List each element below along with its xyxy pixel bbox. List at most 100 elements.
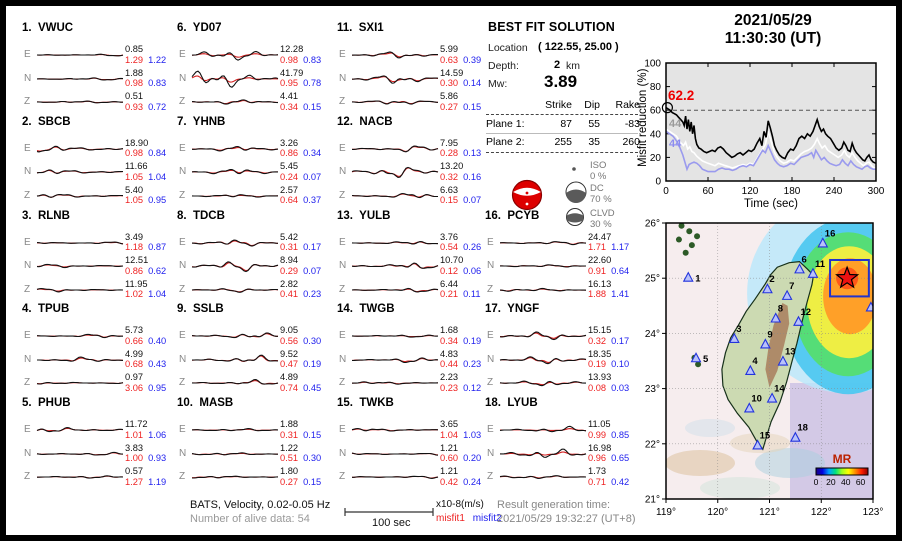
misfit2-value: 0.06 (463, 265, 482, 276)
station-marker-icon (793, 315, 804, 326)
misfit1-value: 0.91 (588, 265, 607, 276)
amplitude-value: 4.83 (440, 348, 459, 359)
misfit-values: 0.95 0.78 (280, 78, 321, 89)
waveform-trace (191, 287, 279, 293)
misfit1-value: 0.27 (440, 101, 459, 112)
amplitude-value: 15.15 (588, 325, 612, 336)
observed-trace (36, 382, 124, 385)
misfit2-value: 0.85 (611, 429, 630, 440)
waveform-trace (351, 428, 439, 432)
misfit2-value: 0.14 (463, 78, 482, 88)
misfit1-value: 0.31 (280, 429, 299, 440)
waveform-trace (191, 239, 279, 247)
misfit-values: 0.27 0.15 (440, 102, 481, 113)
component-label: E (24, 142, 31, 154)
plane2-strike: 255 (554, 136, 572, 148)
lon-tick-label: 120° (707, 507, 728, 518)
observed-trace (192, 145, 279, 152)
misfit2-value: 0.83 (148, 78, 167, 88)
bathymetry-texture (700, 477, 780, 499)
amplitude-value: 1.68 (440, 325, 459, 336)
trace-values: 5.40 1.05 0.95 (125, 185, 166, 206)
amplitude-value: 0.51 (125, 91, 144, 101)
observed-trace (351, 335, 439, 339)
amplitude-value: 16.98 (588, 442, 612, 453)
station-number: 18 (797, 423, 808, 434)
misfit-values: 0.44 0.23 (440, 359, 481, 370)
observed-trace (36, 193, 124, 198)
misfit1-value: 0.51 (280, 453, 299, 464)
misfit1-value: 0.56 (280, 335, 299, 346)
trace-values: 18.90 0.98 0.84 (125, 138, 166, 159)
misfit1-value: 0.28 (440, 148, 459, 159)
misfit2-value: 0.87 (148, 242, 167, 253)
component-label: E (24, 424, 31, 436)
iso-label: ISO (590, 160, 606, 171)
plane2-label: Plane 2: (486, 136, 525, 148)
plane1-dip: 55 (588, 118, 600, 130)
misfit2-value: 0.26 (463, 242, 482, 253)
misfit-values: 0.29 0.07 (280, 266, 321, 277)
waveform-trace (36, 427, 124, 433)
misfit-values: 0.51 0.30 (280, 453, 321, 464)
station-title: 14. TWGB (337, 303, 395, 316)
trace-values: 5.99 0.63 0.39 (440, 44, 481, 65)
component-label: E (24, 236, 31, 248)
misfit-values: 0.56 0.30 (280, 336, 321, 347)
amplitude-value: 14.59 (440, 67, 464, 78)
misfit2-value: 1.22 (148, 54, 167, 65)
iso-beachball-icon (572, 167, 576, 171)
waveform-trace (351, 167, 439, 179)
observed-trace (499, 331, 587, 341)
depth-unit: km (566, 60, 580, 72)
amplitude-value: 1.88 (280, 419, 299, 430)
best-point-marker (661, 102, 673, 114)
misfit1-value: 1.00 (125, 453, 144, 464)
colorbar-tick-label: 20 (826, 477, 836, 487)
misfit1-value: 1.04 (440, 429, 459, 440)
waveform-trace (191, 193, 279, 198)
amplitude-value: 13.93 (588, 372, 612, 383)
misfit1-value: 0.32 (588, 335, 607, 346)
y-tick-label: 100 (644, 59, 661, 70)
misfit2-value: 0.15 (303, 101, 322, 112)
amplitude-value: 12.51 (125, 255, 149, 266)
waveform-trace (37, 356, 124, 362)
component-label: N (24, 166, 32, 178)
component-label: N (24, 260, 32, 272)
waveform-trace (499, 356, 587, 365)
waveform-trace (191, 332, 278, 339)
misfit-values: 1.71 1.17 (588, 242, 629, 253)
y-tick-label: 0 (655, 177, 661, 188)
misfit2-value: 0.62 (148, 265, 167, 276)
observed-trace (499, 240, 587, 245)
amplitude-value: 4.99 (125, 348, 144, 359)
misfit2-value: 0.19 (463, 335, 482, 346)
observed-trace (352, 145, 439, 153)
lon-tick-label: 122° (811, 507, 832, 518)
component-label: N (24, 353, 32, 365)
observed-trace (351, 452, 439, 456)
observed-trace (36, 241, 124, 245)
amplitude-value: 5.45 (280, 161, 299, 172)
observed-trace (351, 262, 439, 269)
waveform-grid: 1. VWUC E 0.85 1.29 1.22 N 1.88 0.98 0.83 Z 0.51 0.… (22, 22, 630, 487)
waveform-trace (36, 263, 124, 269)
misfit-values: 0.96 0.65 (588, 453, 629, 464)
islet (688, 242, 695, 249)
misfit-values: 0.24 0.07 (280, 172, 321, 183)
amplitude-value: 5.73 (125, 325, 144, 336)
trace-values: 15.15 0.32 0.17 (588, 325, 629, 346)
misfit1-value: 0.64 (280, 195, 299, 206)
component-label: N (179, 353, 187, 365)
misfit2-value: 0.11 (463, 289, 481, 300)
component-label: E (179, 142, 186, 154)
misfit-blue-curve (665, 130, 876, 173)
misfit1-value: 0.23 (440, 382, 459, 393)
mw-value: 3.89 (544, 72, 578, 91)
misfit-values: 0.23 0.12 (440, 383, 481, 394)
component-label: N (179, 260, 187, 272)
component-label: N (487, 260, 495, 272)
misfit-values: 0.64 0.37 (280, 195, 321, 206)
iso-pct: 0 % (590, 171, 607, 182)
